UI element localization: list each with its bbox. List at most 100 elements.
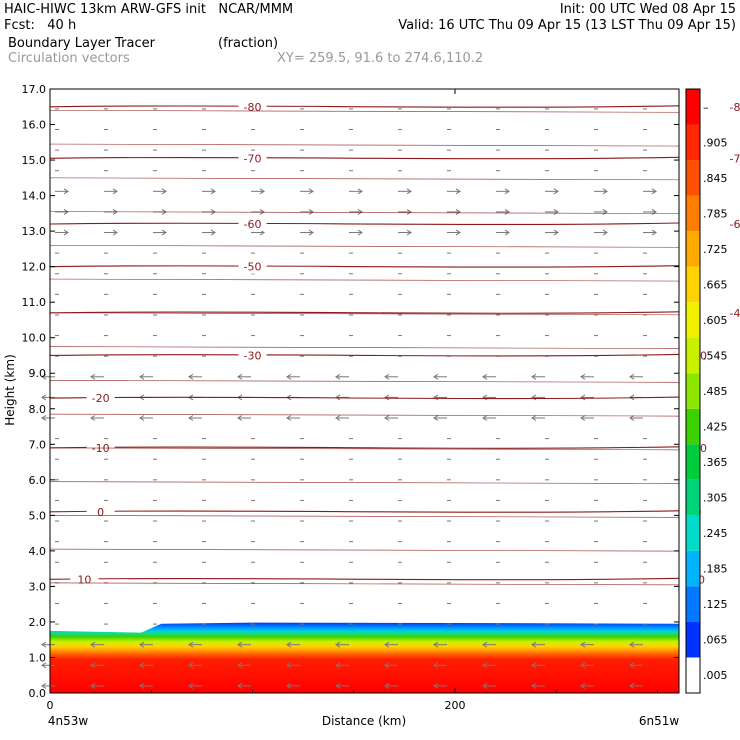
isotherm-9 [49,577,680,581]
x-start-label: 4n53w [48,714,89,728]
isotherm-minor [49,143,680,147]
wind-vector-head [384,682,390,689]
wind-vector-head [580,662,586,669]
wind-vector-head [531,682,537,689]
y-axis: 0.0 1.0 2.0 3.0 4.0 5.0 6.0 7.0 8.0 9.0 10.0 11.0 12… [22,83,679,700]
field-units: (fraction) [218,36,279,51]
isotherm-4 [49,311,680,314]
temperature-contours: -80-80-70-70-60-60-50-40-30-30-20-10-100… [49,100,740,587]
isotherm-label-bg [238,100,267,114]
isotherm-minor [49,582,680,586]
y-tick-label: 10.0 [22,332,47,345]
colorbar-bin [686,124,700,161]
wind-vector-head [629,415,635,421]
wind-vector-head [335,662,341,669]
wind-vector-head [286,415,292,421]
wind-vector-head [41,641,47,648]
y-tick-label: 1.0 [29,651,47,664]
y-tick-label: 11.0 [22,296,47,309]
colorbar-bin [686,337,700,374]
colorbar-label: .305 [703,492,728,505]
wind-vector-head [112,188,118,195]
colorbar-label: .485 [703,385,728,398]
wind-vector-head [259,188,265,195]
colorbar-label: .665 [703,278,728,291]
wind-vector-head [482,662,488,669]
wind-vector-head [237,662,243,669]
isotherm-label: -70 [730,152,740,165]
colorbar-bin [686,444,700,480]
y-tick-label: 13.0 [22,225,47,238]
isotherm-minor [49,278,680,282]
forecast-hour: Fcst: 40 h [4,18,77,33]
wind-vector-head [504,209,510,215]
colorbar-label: – [703,101,709,114]
colorbar-bin [686,479,700,516]
wind-vector-head [188,641,194,648]
wind-vector-head [335,682,341,689]
y-tick-label: 16.0 [22,119,47,132]
wind-vector-head [308,229,314,236]
isotherm-minor [49,515,680,518]
wind-vector-head [629,682,635,689]
colorbar-label: .125 [703,598,728,611]
isotherm-label: -80 [730,101,740,114]
isotherm-label: 0 [97,506,104,519]
wind-vector-head [357,209,363,215]
wind-vector-head [602,188,608,195]
wind-vector-head [384,415,390,421]
colorbar-bin [686,586,700,622]
y-tick-label: 14.0 [22,190,47,203]
tracer-region [50,622,679,693]
wind-vector-head [90,641,96,648]
wind-vector-head [335,373,341,380]
isotherm-label-bg [724,306,740,320]
wind-vector-head [629,641,635,648]
wind-vector-head [455,229,461,236]
wind-vector-head [433,394,439,401]
isotherm-minor [49,481,680,484]
colorbar-bin [686,195,700,232]
vector-field-name: Circulation vectors [8,51,130,66]
wind-vector-head [531,394,537,401]
isotherm-minor [49,177,680,181]
wind-vector-head [531,662,537,669]
colorbar-bin [686,266,700,303]
wind-vector-head [112,229,118,236]
isotherm-label-bg [724,152,740,166]
valid-time: Valid: 16 UTC Thu 09 Apr 15 (13 LST Thu … [398,18,736,33]
colorbar-bin [686,515,700,551]
circulation-vectors [41,108,657,689]
isotherm-minor [49,548,680,552]
wind-vector-head [384,373,390,380]
wind-vector-head [384,394,390,401]
colorbar-label: .425 [703,421,728,434]
wind-vector-head [629,662,635,669]
y-tick-label: 15.0 [22,154,47,167]
colorbar-label: .005 [703,669,728,682]
colorbar-bin [686,231,700,267]
isotherm-label-bg [238,260,267,274]
x-tick-label: 0 [47,699,54,712]
wind-vector-head [139,682,145,689]
colorbar-bin [686,657,700,693]
wind-vector-head [237,641,243,648]
wind-vector-head [90,662,96,669]
wind-vector-head [90,682,96,689]
wind-vector-head [139,662,145,669]
model-title: HAIC-HIWC 13km ARW-GFS init NCAR/MMM [4,2,294,17]
isotherm-label: -80 [244,101,262,114]
wind-vector-head [455,188,461,195]
wind-vector-head [210,188,216,195]
wind-vector-head [651,229,657,236]
colorbar-bin [686,89,700,125]
isotherm-minor [49,312,680,316]
wind-vector-head [139,373,145,380]
y-tick-label: 6.0 [29,474,47,487]
isotherm-label-bg [238,218,267,232]
wind-vector-head [286,682,292,689]
wind-vector-head [433,373,439,380]
x-axis: 0 200 [47,89,658,712]
wind-vector-head [433,662,439,669]
wind-vector-head [188,662,194,669]
